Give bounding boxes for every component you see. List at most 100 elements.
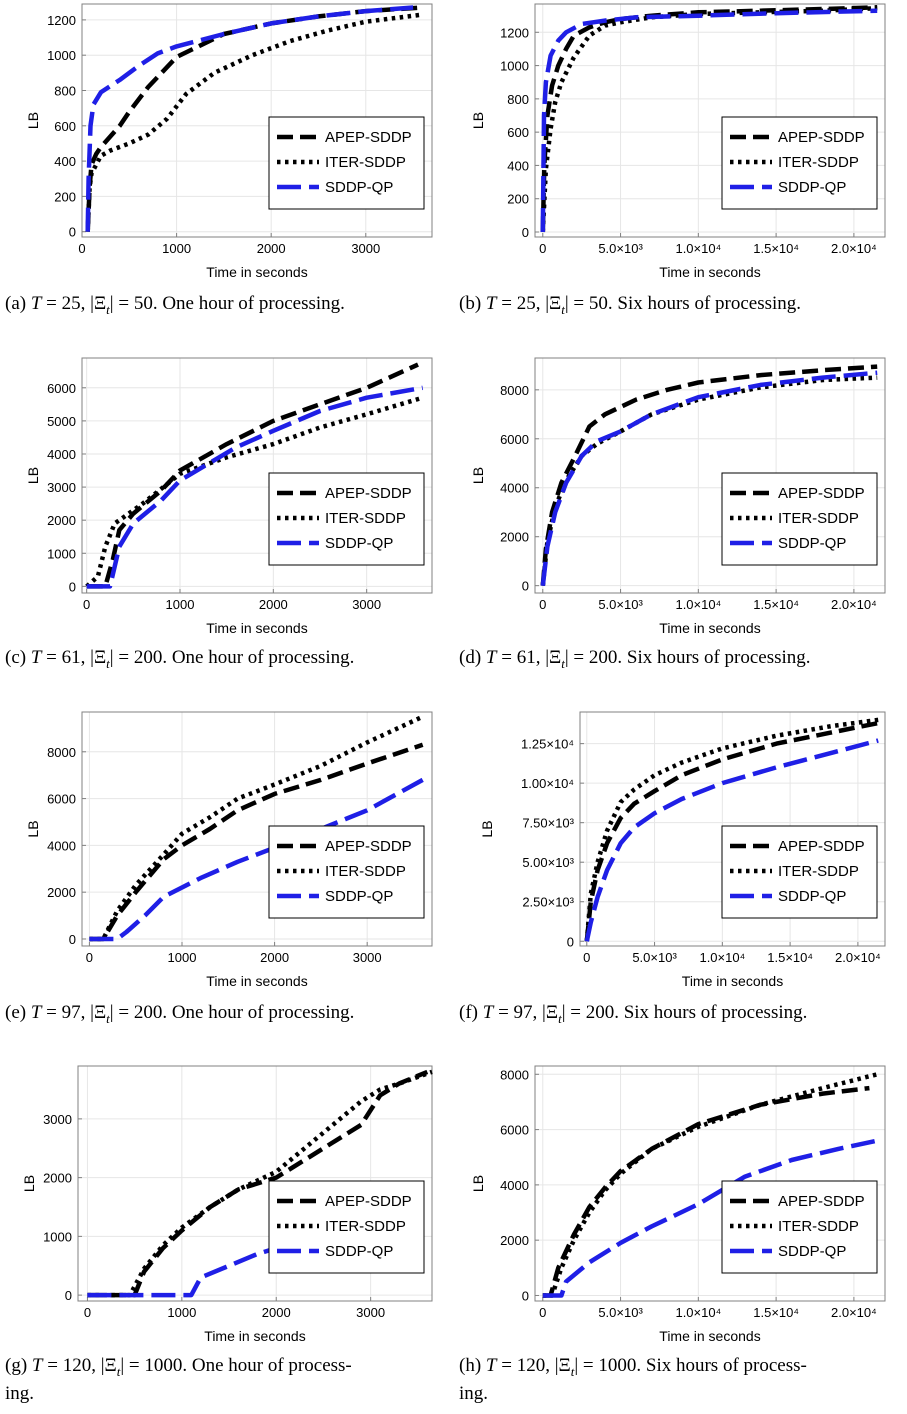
x-axis-label: Time in seconds <box>659 620 760 636</box>
x-tick-label: 0 <box>86 950 93 965</box>
y-tick-label: 2000 <box>47 513 76 528</box>
legend-label: SDDP-QP <box>778 535 846 552</box>
x-tick-label: 0 <box>539 241 546 256</box>
y-axis-label: LB <box>470 467 486 484</box>
legend: APEP-SDDP ITER-SDDP SDDP-QP <box>721 825 878 919</box>
legend: APEP-SDDP ITER-SDDP SDDP-QP <box>268 825 425 919</box>
x-tick-label: 1.5×10⁴ <box>753 241 799 256</box>
legend-label: APEP-SDDP <box>325 129 412 146</box>
chart-panel-e: 0 1000 2000 3000 0 2000 4000 6000 8000 Time in se… <box>25 711 433 989</box>
legend-label: APEP-SDDP <box>325 838 412 855</box>
x-tick-label: 1.5×10⁴ <box>767 950 813 965</box>
chart-panel-c: 0 1000 2000 3000 0 1000 2000 3000 4000 5000 6000 Ti… <box>25 357 433 636</box>
plot-frame <box>534 357 886 594</box>
caption-d: (d) T = 61, |Ξt| = 200. Six hours of pro… <box>459 647 811 671</box>
legend-label: SDDP-QP <box>778 1243 846 1260</box>
x-tick-label: 1000 <box>167 1305 196 1320</box>
chart-panel-f: 0 5.0×10³ 1.0×10⁴ 1.5×10⁴ 2.0×10⁴ 0 2.50×10³ 5.… <box>479 711 886 989</box>
y-tick-label: 6000 <box>47 381 76 396</box>
x-tick-label: 5.0×10³ <box>632 950 677 965</box>
series-line-iter-sddp <box>87 1069 433 1298</box>
y-tick-label: 5000 <box>47 414 76 429</box>
legend-label: SDDP-QP <box>325 535 393 552</box>
x-tick-label: 2.0×10⁴ <box>835 950 881 965</box>
y-tick-label: 400 <box>54 154 76 169</box>
x-tick-label: 1000 <box>162 241 191 256</box>
series-line-apep-sddp <box>89 742 424 942</box>
y-tick-label: 200 <box>507 192 529 207</box>
y-axis-label: LB <box>25 467 41 484</box>
y-axis-label: LB <box>479 820 495 837</box>
chart-panel-h: 0 5.0×10³ 1.0×10⁴ 1.5×10⁴ 2.0×10⁴ 0 2000 4000 60… <box>470 1065 886 1344</box>
series-line-sddp-qp <box>89 777 424 942</box>
x-tick-label: 2.0×10⁴ <box>831 241 877 256</box>
x-tick-label: 0 <box>78 241 85 256</box>
x-tick-label: 0 <box>583 950 590 965</box>
x-tick-label: 1.5×10⁴ <box>753 597 799 612</box>
x-axis-label: Time in seconds <box>206 264 307 280</box>
y-tick-label: 1000 <box>47 546 76 561</box>
y-tick-label: 2000 <box>47 885 76 900</box>
x-tick-label: 3000 <box>356 1305 385 1320</box>
legend-label: ITER-SDDP <box>325 863 406 880</box>
x-tick-label: 5.0×10³ <box>598 597 643 612</box>
chart-panel-d: 0 5.0×10³ 1.0×10⁴ 1.5×10⁴ 2.0×10⁴ 0 2000 4000 60… <box>470 357 886 636</box>
series-line-apep-sddp <box>85 5 423 232</box>
x-tick-label: 2000 <box>257 241 286 256</box>
x-tick-label: 1.0×10⁴ <box>675 597 721 612</box>
y-tick-label: 0 <box>65 1288 72 1303</box>
caption-h: (h) T = 120, |Ξt| = 1000. Six hours of p… <box>459 1355 807 1404</box>
legend-label: APEP-SDDP <box>325 485 412 502</box>
x-tick-label: 2.0×10⁴ <box>831 597 877 612</box>
y-tick-label: 2000 <box>43 1171 72 1186</box>
x-tick-label: 2.0×10⁴ <box>831 1305 877 1320</box>
x-tick-label: 1000 <box>168 950 197 965</box>
legend-label: APEP-SDDP <box>778 485 865 502</box>
x-tick-label: 0 <box>539 597 546 612</box>
legend-label: SDDP-QP <box>778 179 846 196</box>
legend-label: SDDP-QP <box>778 888 846 905</box>
y-tick-label: 400 <box>507 158 529 173</box>
y-tick-label: 1000 <box>43 1229 72 1244</box>
y-tick-label: 2000 <box>500 530 529 545</box>
legend-label: APEP-SDDP <box>778 129 865 146</box>
y-tick-label: 0 <box>522 579 529 594</box>
y-tick-label: 0 <box>69 932 76 947</box>
plot-frame <box>81 711 433 947</box>
plot-frame <box>534 3 886 238</box>
chart-panel-b: 0 5.0×10³ 1.0×10⁴ 1.5×10⁴ 2.0×10⁴ 0 200 400 600 8… <box>470 3 886 280</box>
series-line-sddp-qp <box>542 1138 878 1298</box>
y-tick-label: 0 <box>69 579 76 594</box>
x-axis-label: Time in seconds <box>206 973 307 989</box>
x-axis-label: Time in seconds <box>659 264 760 280</box>
x-tick-label: 0 <box>539 1305 546 1320</box>
y-axis-label: LB <box>470 112 486 129</box>
chart-panel-g: 0 1000 2000 3000 0 1000 2000 3000 Time in second… <box>21 1065 433 1344</box>
plot-frame <box>579 711 886 947</box>
series-line-apep-sddp <box>542 1085 870 1298</box>
x-axis-label: Time in seconds <box>659 1328 760 1344</box>
y-tick-label: 1000 <box>500 59 529 74</box>
legend-label: APEP-SDDP <box>325 1193 412 1210</box>
x-tick-label: 3000 <box>353 950 382 965</box>
legend: APEP-SDDP ITER-SDDP SDDP-QP <box>721 1180 878 1274</box>
y-tick-label: 4000 <box>500 481 529 496</box>
y-tick-label: 6000 <box>47 792 76 807</box>
y-tick-label: 0 <box>522 1288 529 1303</box>
y-axis-label: LB <box>25 820 41 837</box>
legend-label: APEP-SDDP <box>778 1193 865 1210</box>
y-tick-label: 600 <box>54 119 76 134</box>
y-tick-label: 1200 <box>47 13 76 28</box>
y-tick-label: 4000 <box>47 447 76 462</box>
legend-label: ITER-SDDP <box>325 154 406 171</box>
series-line-sddp-qp <box>584 738 879 942</box>
y-tick-label: 8000 <box>500 1067 529 1082</box>
y-tick-label: 3000 <box>47 480 76 495</box>
plot-frame <box>81 3 433 238</box>
y-tick-label: 1.25×10⁴ <box>521 737 574 752</box>
plot-frame <box>81 357 433 594</box>
x-tick-label: 1.0×10⁴ <box>675 241 721 256</box>
series-line-iter-sddp <box>584 717 879 942</box>
series-line-sddp-qp <box>85 5 414 232</box>
